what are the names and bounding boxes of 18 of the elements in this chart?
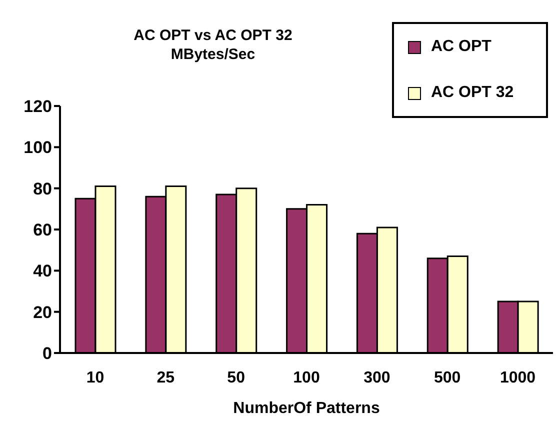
x-tick-label: 25	[156, 369, 175, 386]
y-tick-label: 120	[24, 97, 52, 116]
y-tick-label: 80	[33, 179, 52, 198]
y-tick-label: 60	[33, 220, 52, 240]
x-tick-label: 300	[364, 369, 390, 386]
x-tick-label: 500	[434, 369, 461, 386]
x-axis-title: NumberOf Patterns	[233, 400, 380, 417]
chart-title: AC OPT vs AC OPT 32 MBytes/Sec	[132, 26, 294, 64]
y-tick-label: 20	[33, 302, 52, 322]
legend-label: AC OPT	[431, 38, 492, 56]
x-tick-label: 10	[86, 369, 104, 386]
x-tick-label: 100	[293, 369, 320, 386]
legend-label: AC OPT 32	[431, 84, 514, 102]
x-tick-label: 50	[227, 369, 246, 386]
y-tick-label: 40	[33, 262, 52, 281]
x-tick-label: 1000	[500, 369, 536, 386]
y-tick-label: 100	[24, 138, 52, 158]
y-tick-label: 0	[42, 344, 52, 364]
